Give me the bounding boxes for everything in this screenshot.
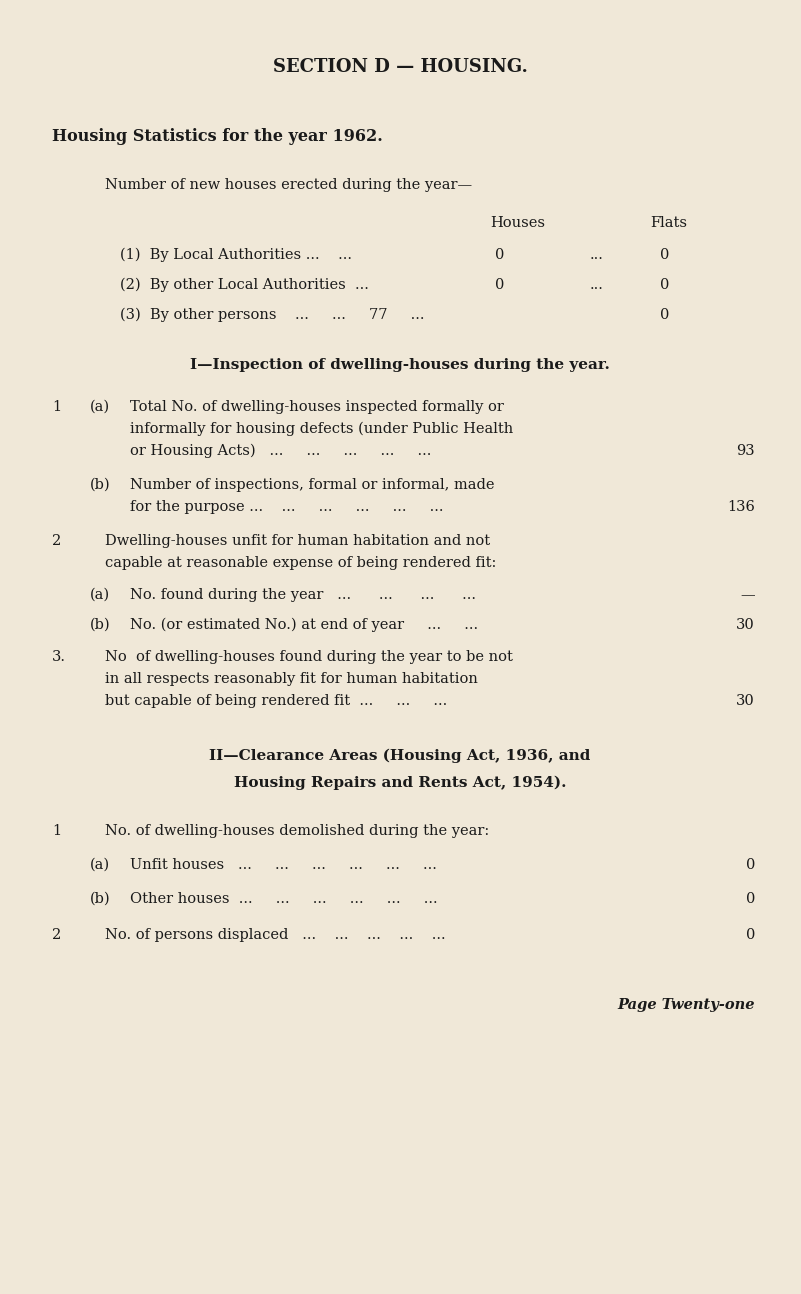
- Text: but capable of being rendered fit  ...     ...     ...: but capable of being rendered fit ... ..…: [105, 694, 447, 708]
- Text: 136: 136: [727, 499, 755, 514]
- Text: No  of dwelling-houses found during the year to be not: No of dwelling-houses found during the y…: [105, 650, 513, 664]
- Text: 2: 2: [52, 928, 61, 942]
- Text: (b): (b): [90, 619, 111, 631]
- Text: ...: ...: [590, 248, 604, 261]
- Text: Page Twenty-one: Page Twenty-one: [618, 998, 755, 1012]
- Text: 93: 93: [736, 444, 755, 458]
- Text: 1: 1: [52, 400, 61, 414]
- Text: (1)  By Local Authorities ...    ...: (1) By Local Authorities ... ...: [120, 248, 352, 263]
- Text: Housing Repairs and Rents Act, 1954).: Housing Repairs and Rents Act, 1954).: [234, 776, 566, 791]
- Text: —: —: [740, 587, 755, 602]
- Text: (a): (a): [90, 400, 110, 414]
- Text: No. of persons displaced   ...    ...    ...    ...    ...: No. of persons displaced ... ... ... ...…: [105, 928, 445, 942]
- Text: informally for housing defects (under Public Health: informally for housing defects (under Pu…: [130, 422, 513, 436]
- Text: (b): (b): [90, 477, 111, 492]
- Text: (b): (b): [90, 892, 111, 906]
- Text: (3)  By other persons    ...     ...     77     ...: (3) By other persons ... ... 77 ...: [120, 308, 425, 322]
- Text: in all respects reasonably fit for human habitation: in all respects reasonably fit for human…: [105, 672, 478, 686]
- Text: No. of dwelling-houses demolished during the year:: No. of dwelling-houses demolished during…: [105, 824, 489, 839]
- Text: I—Inspection of dwelling-houses during the year.: I—Inspection of dwelling-houses during t…: [190, 358, 610, 371]
- Text: No. (or estimated No.) at end of year     ...     ...: No. (or estimated No.) at end of year ..…: [130, 619, 478, 633]
- Text: (a): (a): [90, 587, 110, 602]
- Text: 0: 0: [746, 892, 755, 906]
- Text: No. found during the year   ...      ...      ...      ...: No. found during the year ... ... ... ..…: [130, 587, 476, 602]
- Text: for the purpose ...    ...     ...     ...     ...     ...: for the purpose ... ... ... ... ... ...: [130, 499, 444, 514]
- Text: Unfit houses   ...     ...     ...     ...     ...     ...: Unfit houses ... ... ... ... ... ...: [130, 858, 437, 872]
- Text: Other houses  ...     ...     ...     ...     ...     ...: Other houses ... ... ... ... ... ...: [130, 892, 437, 906]
- Text: Number of inspections, formal or informal, made: Number of inspections, formal or informa…: [130, 477, 494, 492]
- Text: ...: ...: [590, 278, 604, 292]
- Text: 0: 0: [660, 248, 670, 261]
- Text: 3.: 3.: [52, 650, 66, 664]
- Text: or Housing Acts)   ...     ...     ...     ...     ...: or Housing Acts) ... ... ... ... ...: [130, 444, 432, 458]
- Text: Housing Statistics for the year 1962.: Housing Statistics for the year 1962.: [52, 128, 383, 145]
- Text: Houses: Houses: [490, 216, 545, 230]
- Text: 30: 30: [736, 694, 755, 708]
- Text: 1: 1: [52, 824, 61, 839]
- Text: SECTION D — HOUSING.: SECTION D — HOUSING.: [272, 58, 527, 76]
- Text: 2: 2: [52, 534, 61, 547]
- Text: (a): (a): [90, 858, 110, 872]
- Text: 0: 0: [495, 248, 505, 261]
- Text: 0: 0: [660, 278, 670, 292]
- Text: (2)  By other Local Authorities  ...: (2) By other Local Authorities ...: [120, 278, 369, 292]
- Text: 0: 0: [746, 928, 755, 942]
- Text: 0: 0: [746, 858, 755, 872]
- Text: 0: 0: [660, 308, 670, 322]
- Text: II—Clearance Areas (Housing Act, 1936, and: II—Clearance Areas (Housing Act, 1936, a…: [209, 749, 590, 763]
- Text: Number of new houses erected during the year—: Number of new houses erected during the …: [105, 179, 472, 192]
- Text: Dwelling-houses unfit for human habitation and not: Dwelling-houses unfit for human habitati…: [105, 534, 490, 547]
- Text: Flats: Flats: [650, 216, 687, 230]
- Text: 0: 0: [495, 278, 505, 292]
- Text: 30: 30: [736, 619, 755, 631]
- Text: Total No. of dwelling-houses inspected formally or: Total No. of dwelling-houses inspected f…: [130, 400, 504, 414]
- Text: capable at reasonable expense of being rendered fit:: capable at reasonable expense of being r…: [105, 556, 497, 569]
